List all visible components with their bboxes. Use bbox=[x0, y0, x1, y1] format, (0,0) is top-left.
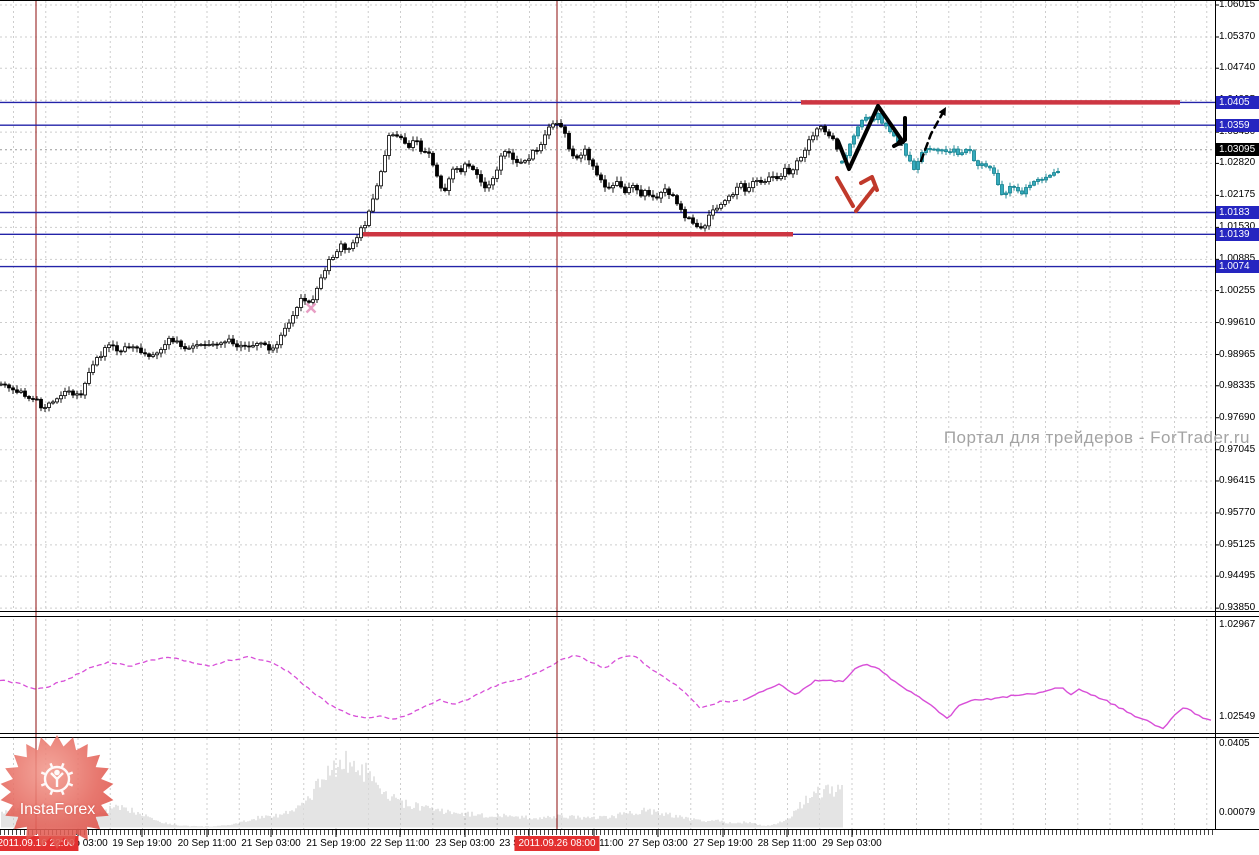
price-tick-label: 1.00885 bbox=[1219, 253, 1256, 265]
time-tick-label: 21 Sep 19:00 bbox=[306, 838, 366, 849]
time-event-marker[interactable]: 2011.09.16 22:00 bbox=[0, 836, 79, 851]
time-tick-label: 20 Sep 11:00 bbox=[177, 838, 237, 849]
indicator2-min-label: 0.00079 bbox=[1219, 807, 1256, 818]
vertical-event-lines[interactable] bbox=[35, 1, 558, 829]
price-tick-label: 1.05370 bbox=[1219, 30, 1256, 42]
indicator1-max-label: 1.02967 bbox=[1219, 619, 1256, 630]
indicator-line-series bbox=[0, 655, 1212, 730]
price-tick-label: 0.97690 bbox=[1219, 411, 1256, 423]
price-tick-label: 0.94495 bbox=[1219, 570, 1256, 582]
price-candles bbox=[0, 119, 839, 412]
price-tick-label: 1.02175 bbox=[1219, 189, 1256, 201]
time-tick-label: 19 Sep 19:00 bbox=[112, 838, 172, 849]
level-price-box[interactable]: 1.0139 bbox=[1216, 227, 1259, 241]
price-tick-label: 1.04740 bbox=[1219, 62, 1256, 74]
time-tick-label: 22 Sep 11:00 bbox=[370, 838, 430, 849]
price-tick-label: 0.95125 bbox=[1219, 538, 1256, 550]
price-tick-label: 0.95770 bbox=[1219, 506, 1256, 518]
price-tick-label: 1.01530 bbox=[1219, 221, 1255, 233]
time-tick-label: 23 Sep 03:00 bbox=[435, 838, 495, 849]
time-tick-label: 27 Sep 19:00 bbox=[693, 838, 753, 849]
indicator1-min-label: 1.02549 bbox=[1219, 711, 1256, 722]
watermark-text: Портал для трейдеров - ForTrader.ru bbox=[943, 428, 1250, 447]
price-tick-label: 1.00255 bbox=[1219, 284, 1256, 296]
time-tick-label: 28 Sep 11:00 bbox=[757, 838, 817, 849]
price-tick-label: 1.02820 bbox=[1219, 157, 1256, 169]
hand-drawn-annotations[interactable] bbox=[305, 104, 948, 314]
price-tick-label: 0.97045 bbox=[1219, 443, 1256, 455]
time-tick-label: 29 Sep 03:00 bbox=[822, 838, 882, 849]
current-price-box[interactable]: 1.03095 bbox=[1216, 143, 1259, 157]
indicator-histogram-series bbox=[1, 750, 843, 828]
price-tick-label: 0.93850 bbox=[1219, 602, 1256, 614]
level-price-box[interactable]: 1.0074 bbox=[1216, 260, 1259, 274]
price-tick-label: 0.99610 bbox=[1219, 316, 1256, 328]
price-tick-label: 0.98965 bbox=[1219, 348, 1256, 360]
panel-borders-and-ticks bbox=[0, 0, 1259, 837]
level-price-box[interactable]: 1.0183 bbox=[1216, 205, 1259, 219]
level-price-box[interactable]: 1.0405 bbox=[1216, 95, 1259, 109]
time-tick-label: 21 Sep 03:00 bbox=[241, 838, 301, 849]
time-tick-label: 27 Sep 03:00 bbox=[628, 838, 688, 849]
indicator2-max-label: 0.0405 bbox=[1219, 738, 1250, 749]
price-tick-label: 0.98335 bbox=[1219, 379, 1256, 391]
price-tick-label: 0.96415 bbox=[1219, 474, 1256, 486]
price-tick-label: 1.06015 bbox=[1219, 0, 1256, 11]
instaforex-logo-text: InstaForex bbox=[19, 801, 96, 818]
time-event-marker[interactable]: 2011.09.26 08:00 bbox=[514, 836, 600, 851]
level-price-box[interactable]: 1.0359 bbox=[1216, 118, 1259, 132]
resistance-support-red-lines[interactable] bbox=[363, 100, 1180, 237]
